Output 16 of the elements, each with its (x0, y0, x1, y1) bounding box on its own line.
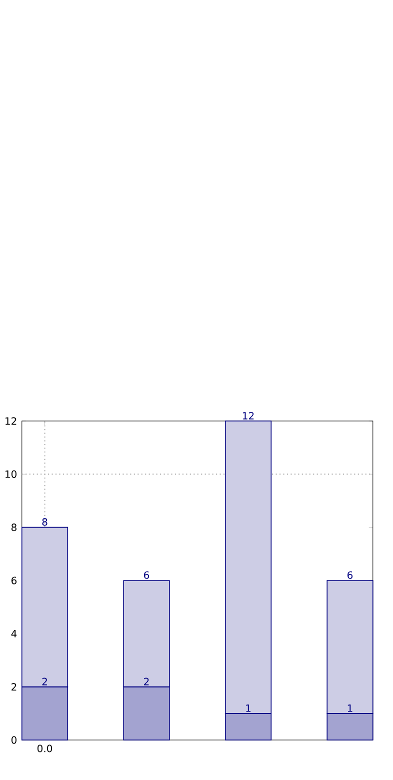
y-tick-label: 12 (6, 417, 16, 425)
y-tick-label: 10 (6, 470, 17, 478)
data-label: 1 (246, 704, 251, 712)
total-label: 6 (348, 571, 353, 579)
total-label: 8 (42, 518, 48, 526)
data-label: 2 (144, 678, 149, 686)
total-label: 12 (243, 412, 254, 420)
data-label: 1 (348, 704, 352, 712)
total-label: 6 (144, 571, 150, 579)
data-label: 2 (42, 678, 48, 686)
y-tick-label: 4 (11, 630, 17, 638)
x-tick-label: 0.0 (38, 744, 52, 752)
y-tick-label: 8 (12, 524, 17, 532)
y-tick-label: 6 (12, 576, 17, 584)
y-tick-label: 2 (12, 683, 16, 691)
y-tick-label: 0 (12, 736, 17, 744)
